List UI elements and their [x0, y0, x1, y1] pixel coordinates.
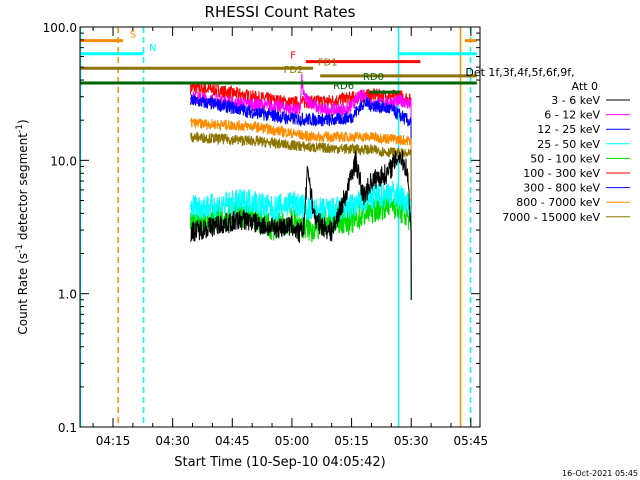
- series-line-7000-15000-kev: [190, 132, 412, 300]
- legend-label-25-50-kev: 25 - 50 keV: [537, 138, 600, 151]
- x-tick-label: 05:45: [454, 434, 489, 448]
- series-line-3-6-kev: [190, 150, 412, 300]
- legend-header-attenuator: Att 0: [572, 80, 598, 93]
- flag-label-s: S: [130, 30, 136, 41]
- plot-frame: [79, 26, 481, 428]
- plot-area: S N F FD1 FD2 RD0 RD6: [79, 27, 477, 427]
- y-axis-label: Count Rate (s-1 detector segment-1): [15, 119, 30, 334]
- y-tick-label: 100.0: [43, 21, 77, 35]
- y-tick-label: 0.1: [58, 421, 77, 435]
- y-label-mid: detector segment: [16, 133, 30, 244]
- legend-label-100-300-kev: 100 - 300 keV: [523, 167, 600, 180]
- flag-label-rd6: RD6: [333, 81, 354, 92]
- y-label-end: ): [16, 119, 30, 124]
- x-tick-label: 05:30: [394, 434, 429, 448]
- legend-label-3-6-kev: 3 - 6 keV: [551, 94, 600, 107]
- y-tick-label: 1.0: [58, 288, 77, 302]
- flag-label-fd2: FD2: [284, 65, 304, 76]
- x-tick-label: 04:30: [155, 434, 190, 448]
- legend: Det 1f,3f,4f,5f,6f,9f, Att 0 3 - 6 keV 6 …: [465, 66, 630, 224]
- timestamp: 16-Oct-2021 05:45: [562, 469, 638, 478]
- legend-label-800-7000-kev: 800 - 7000 keV: [516, 196, 600, 209]
- legend-header-detectors: Det 1f,3f,4f,5f,6f,9f,: [465, 66, 574, 79]
- axes: 0.1 1.0 10.0 100.0 04:15 04:30 04:45 05:00 05:15…: [43, 21, 489, 448]
- flag-label-f: F: [290, 51, 296, 62]
- flag-bars: S N F FD1 FD2 RD0 RD6: [80, 30, 477, 94]
- legend-label-50-100-kev: 50 - 100 keV: [530, 152, 600, 165]
- chart-title: RHESSI Count Rates: [205, 3, 356, 21]
- data-series: [190, 73, 412, 300]
- series-line-25-50-kev: [190, 180, 412, 300]
- y-tick-label: 10.0: [50, 154, 77, 168]
- y-label-sup1: -1: [15, 244, 25, 253]
- series-line-800-7000-kev: [190, 117, 412, 300]
- flag-label-fd1: FD1: [318, 57, 338, 68]
- series-line-12-25-kev: [190, 94, 412, 300]
- legend-label-7000-15000-kev: 7000 - 15000 keV: [502, 211, 600, 224]
- y-label-main: Count Rate (s: [16, 253, 30, 335]
- flag-label-n: N: [149, 43, 156, 54]
- flag-label-rd0: RD0: [363, 72, 384, 83]
- legend-label-300-800-kev: 300 - 800 keV: [523, 182, 600, 195]
- legend-label-12-25-kev: 12 - 25 keV: [537, 123, 600, 136]
- legend-label-6-12-kev: 6 - 12 keV: [544, 109, 600, 122]
- x-tick-label: 05:15: [334, 434, 369, 448]
- y-label-sup2: -1: [15, 124, 25, 133]
- x-tick-label: 04:45: [215, 434, 250, 448]
- x-tick-label: 05:00: [275, 434, 310, 448]
- x-axis-label: Start Time (10-Sep-10 04:05:42): [174, 455, 385, 470]
- x-tick-label: 04:15: [96, 434, 131, 448]
